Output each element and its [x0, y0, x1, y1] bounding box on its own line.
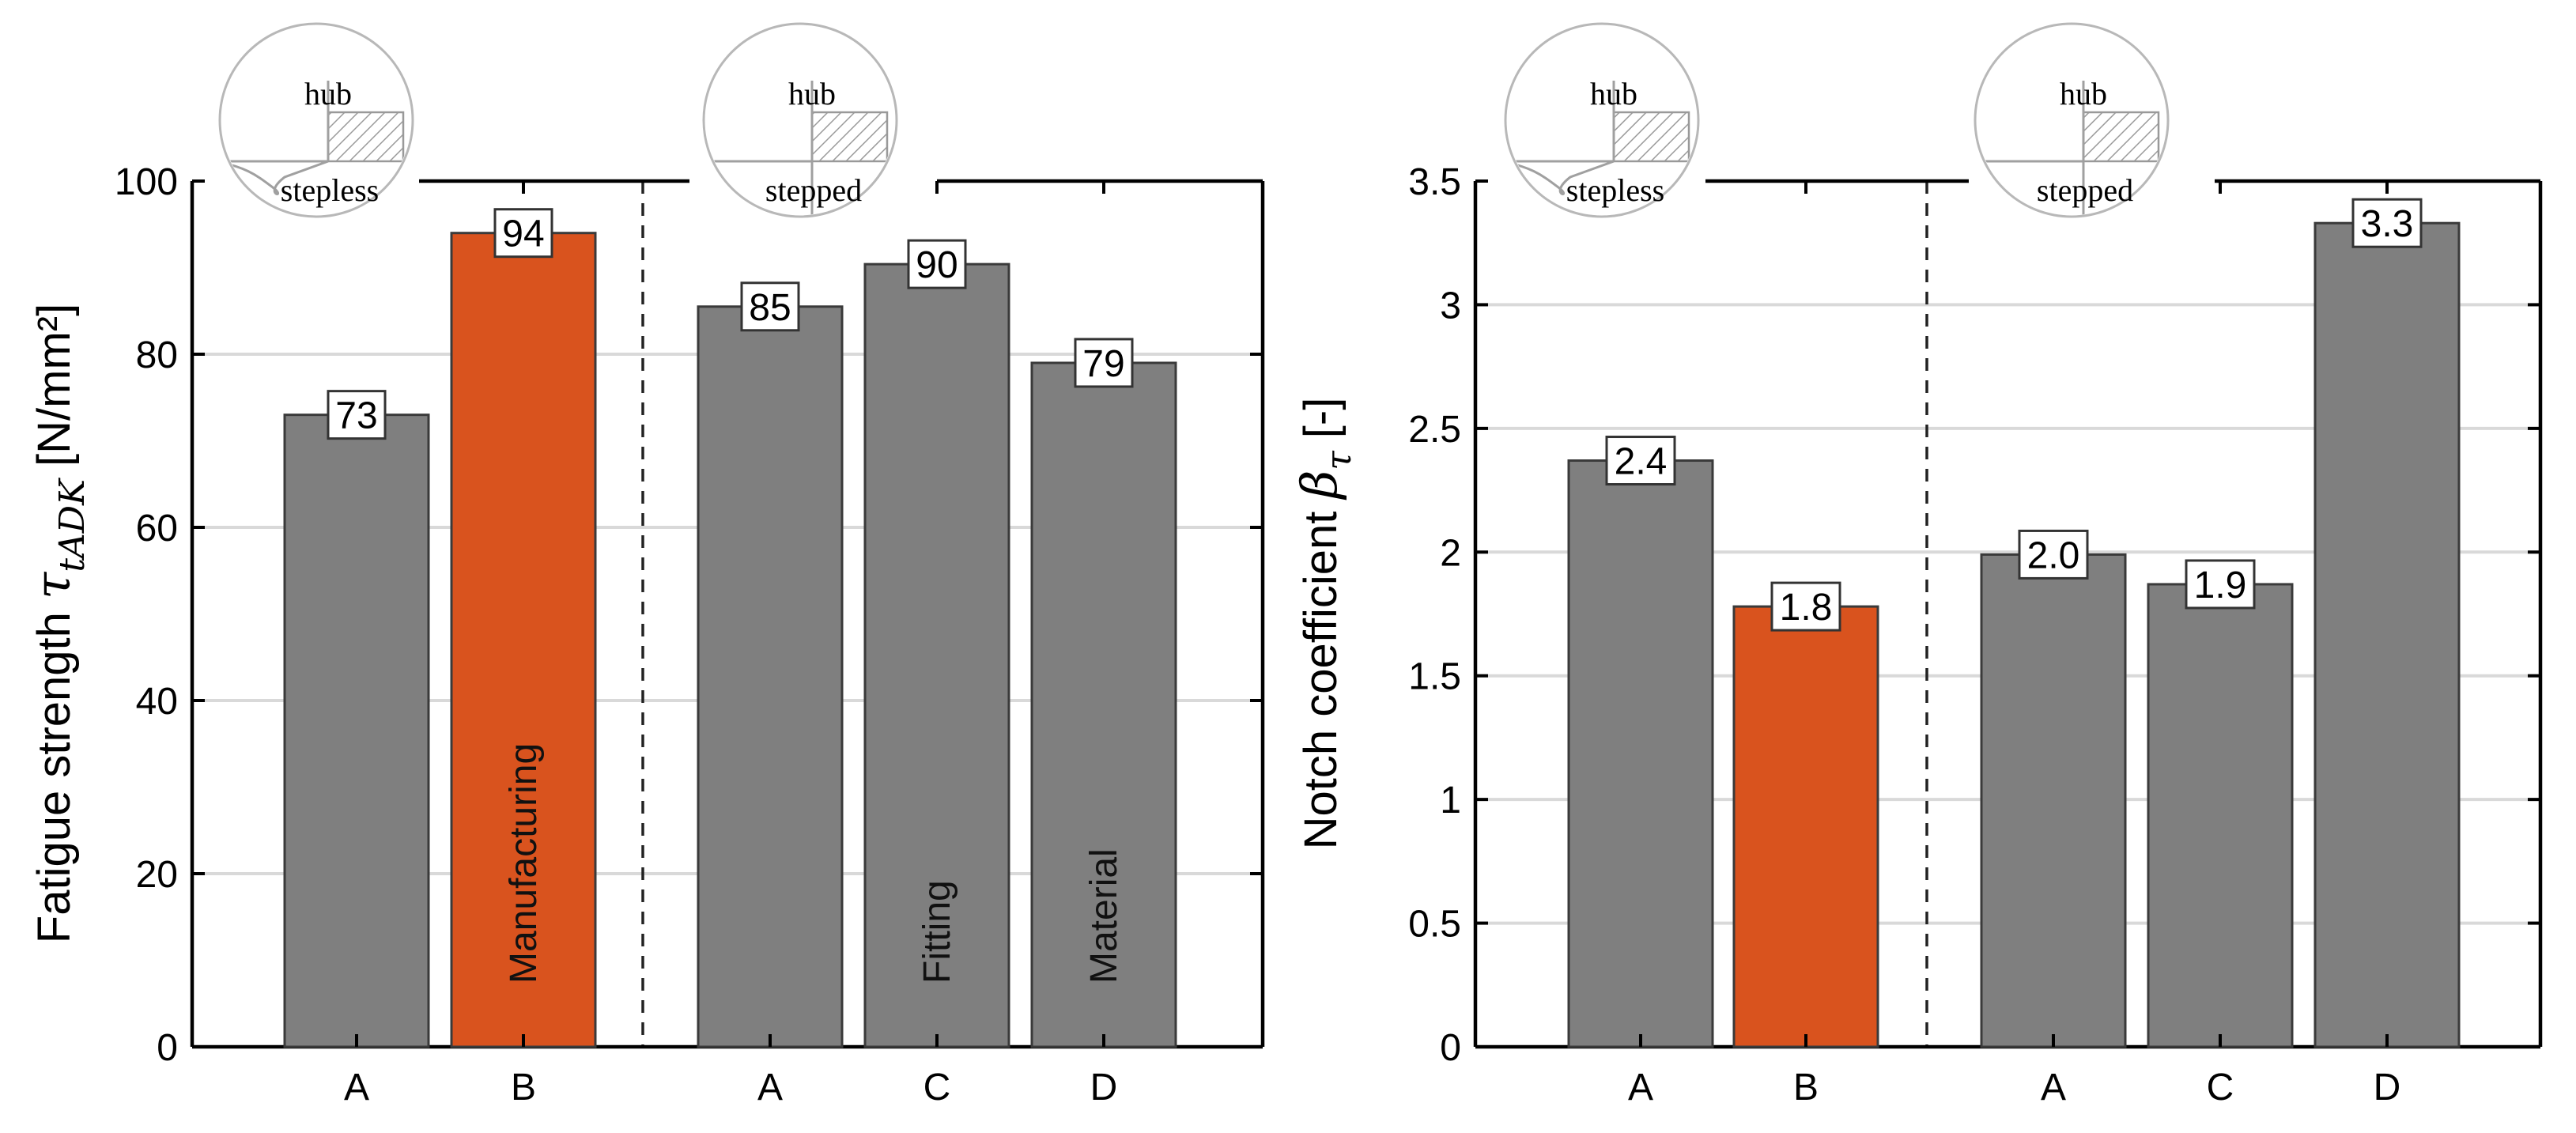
data-label-box: [2018, 529, 2089, 580]
x-tick-label: B: [511, 1067, 536, 1108]
hub-label: hub: [304, 76, 352, 111]
bar-stepped-c: [2147, 583, 2294, 1048]
data-label-box: [2185, 559, 2256, 610]
x-tick-label: B: [1793, 1067, 1819, 1108]
x-tick-label: D: [2374, 1067, 2401, 1108]
data-label: 90: [916, 244, 958, 286]
data-label-box: [1770, 581, 1841, 632]
x-tick-label: A: [344, 1067, 369, 1108]
y-tick-label: 1.5: [1408, 656, 1461, 698]
y-tick-label: 0: [1440, 1027, 1461, 1069]
shaft-hub-diagram-stepless: hub stepless: [1504, 22, 1700, 218]
x-tick-label: A: [757, 1067, 783, 1108]
data-label-box: [493, 208, 553, 259]
data-label-box: [2351, 198, 2423, 248]
data-label-box: [1605, 436, 1676, 486]
bar-stepless-b: [1732, 605, 1879, 1048]
hub-block: [1612, 111, 1690, 163]
data-label-box: [1074, 338, 1134, 388]
shaft-hub-diagram-stepless: hub stepless: [218, 22, 414, 218]
y-tick-label: 1: [1440, 780, 1461, 821]
bar-stepped-a: [697, 305, 844, 1048]
data-label: 85: [749, 287, 791, 329]
bar-annotation: Fitting: [916, 880, 958, 984]
y-tick-label: 80: [136, 334, 178, 376]
notch-coefficient-chart: 0 0.5 1 1.5 2 2.5 3 3.5 Notch coefficient βτ [-]…: [1290, 22, 2543, 1108]
data-label: 2.4: [1615, 441, 1668, 483]
y-tick-label: 3: [1440, 285, 1461, 327]
bar-stepped-d: [1030, 361, 1177, 1048]
data-label-box: [907, 239, 967, 289]
hub-label: hub: [1590, 76, 1637, 111]
data-label: 73: [335, 395, 377, 437]
hub-label: hub: [788, 76, 836, 111]
fatigue-strength-chart: 0 20 40 60 80 100 Fatigue strength τtADK [N/mm…: [24, 22, 1265, 1108]
shape-label: stepped: [765, 172, 862, 208]
shaft-hub-diagram-stepped: hub stepped: [702, 22, 898, 218]
y-tick-label: 2.5: [1408, 409, 1461, 451]
y-tick-label: 0.5: [1408, 904, 1461, 946]
bar-stepped-d: [2313, 221, 2461, 1048]
data-label: 94: [502, 213, 544, 255]
diagram-circle: [702, 22, 898, 218]
bar-annotation: Manufacturing: [503, 743, 545, 984]
data-label: 1.9: [2194, 565, 2247, 606]
data-label: 79: [1082, 343, 1124, 385]
diagram-circle: [218, 22, 414, 218]
shape-label: stepless: [1566, 172, 1664, 208]
x-tick-label: A: [2041, 1067, 2066, 1108]
y-tick-label: 20: [136, 854, 178, 896]
y-tick-label: 3.5: [1408, 161, 1461, 203]
bar-stepped-a: [1980, 553, 2127, 1048]
y-tick-label: 60: [136, 508, 178, 550]
hub-block: [810, 111, 889, 163]
x-tick-label: D: [1090, 1067, 1118, 1108]
notch-profile: [221, 160, 329, 196]
x-tick-label: C: [924, 1067, 951, 1108]
bar-stepless-a: [283, 414, 430, 1048]
data-label-box: [327, 390, 387, 440]
data-label: 1.8: [1780, 587, 1833, 629]
y-tick-label: 0: [157, 1027, 178, 1069]
x-tick-label: A: [1628, 1067, 1653, 1108]
bar-stepless-a: [1567, 459, 1714, 1048]
data-label: 2.0: [2027, 534, 2080, 576]
diagram-circle: [1974, 22, 2170, 218]
shape-label: stepless: [281, 172, 379, 208]
y-tick-label: 2: [1440, 532, 1461, 574]
y-axis-label: Fatigue strength τtADK [N/mm²]: [24, 304, 93, 943]
y-tick-label: 100: [115, 161, 178, 203]
diagram-circle: [1504, 22, 1700, 218]
hub-block: [2082, 111, 2160, 163]
data-label: 3.3: [2361, 203, 2414, 245]
x-tick-label: C: [2207, 1067, 2234, 1108]
hub-block: [327, 111, 405, 163]
shaft-hub-diagram-stepped: hub stepped: [1974, 22, 2170, 218]
hub-label: hub: [2060, 76, 2107, 111]
shape-label: stepped: [2037, 172, 2133, 208]
y-axis-label: Notch coefficient βτ [-]: [1290, 398, 1359, 850]
notch-profile: [1507, 160, 1615, 196]
y-tick-label: 40: [136, 681, 178, 723]
data-label-box: [740, 281, 800, 332]
bar-annotation: Material: [1083, 848, 1125, 984]
